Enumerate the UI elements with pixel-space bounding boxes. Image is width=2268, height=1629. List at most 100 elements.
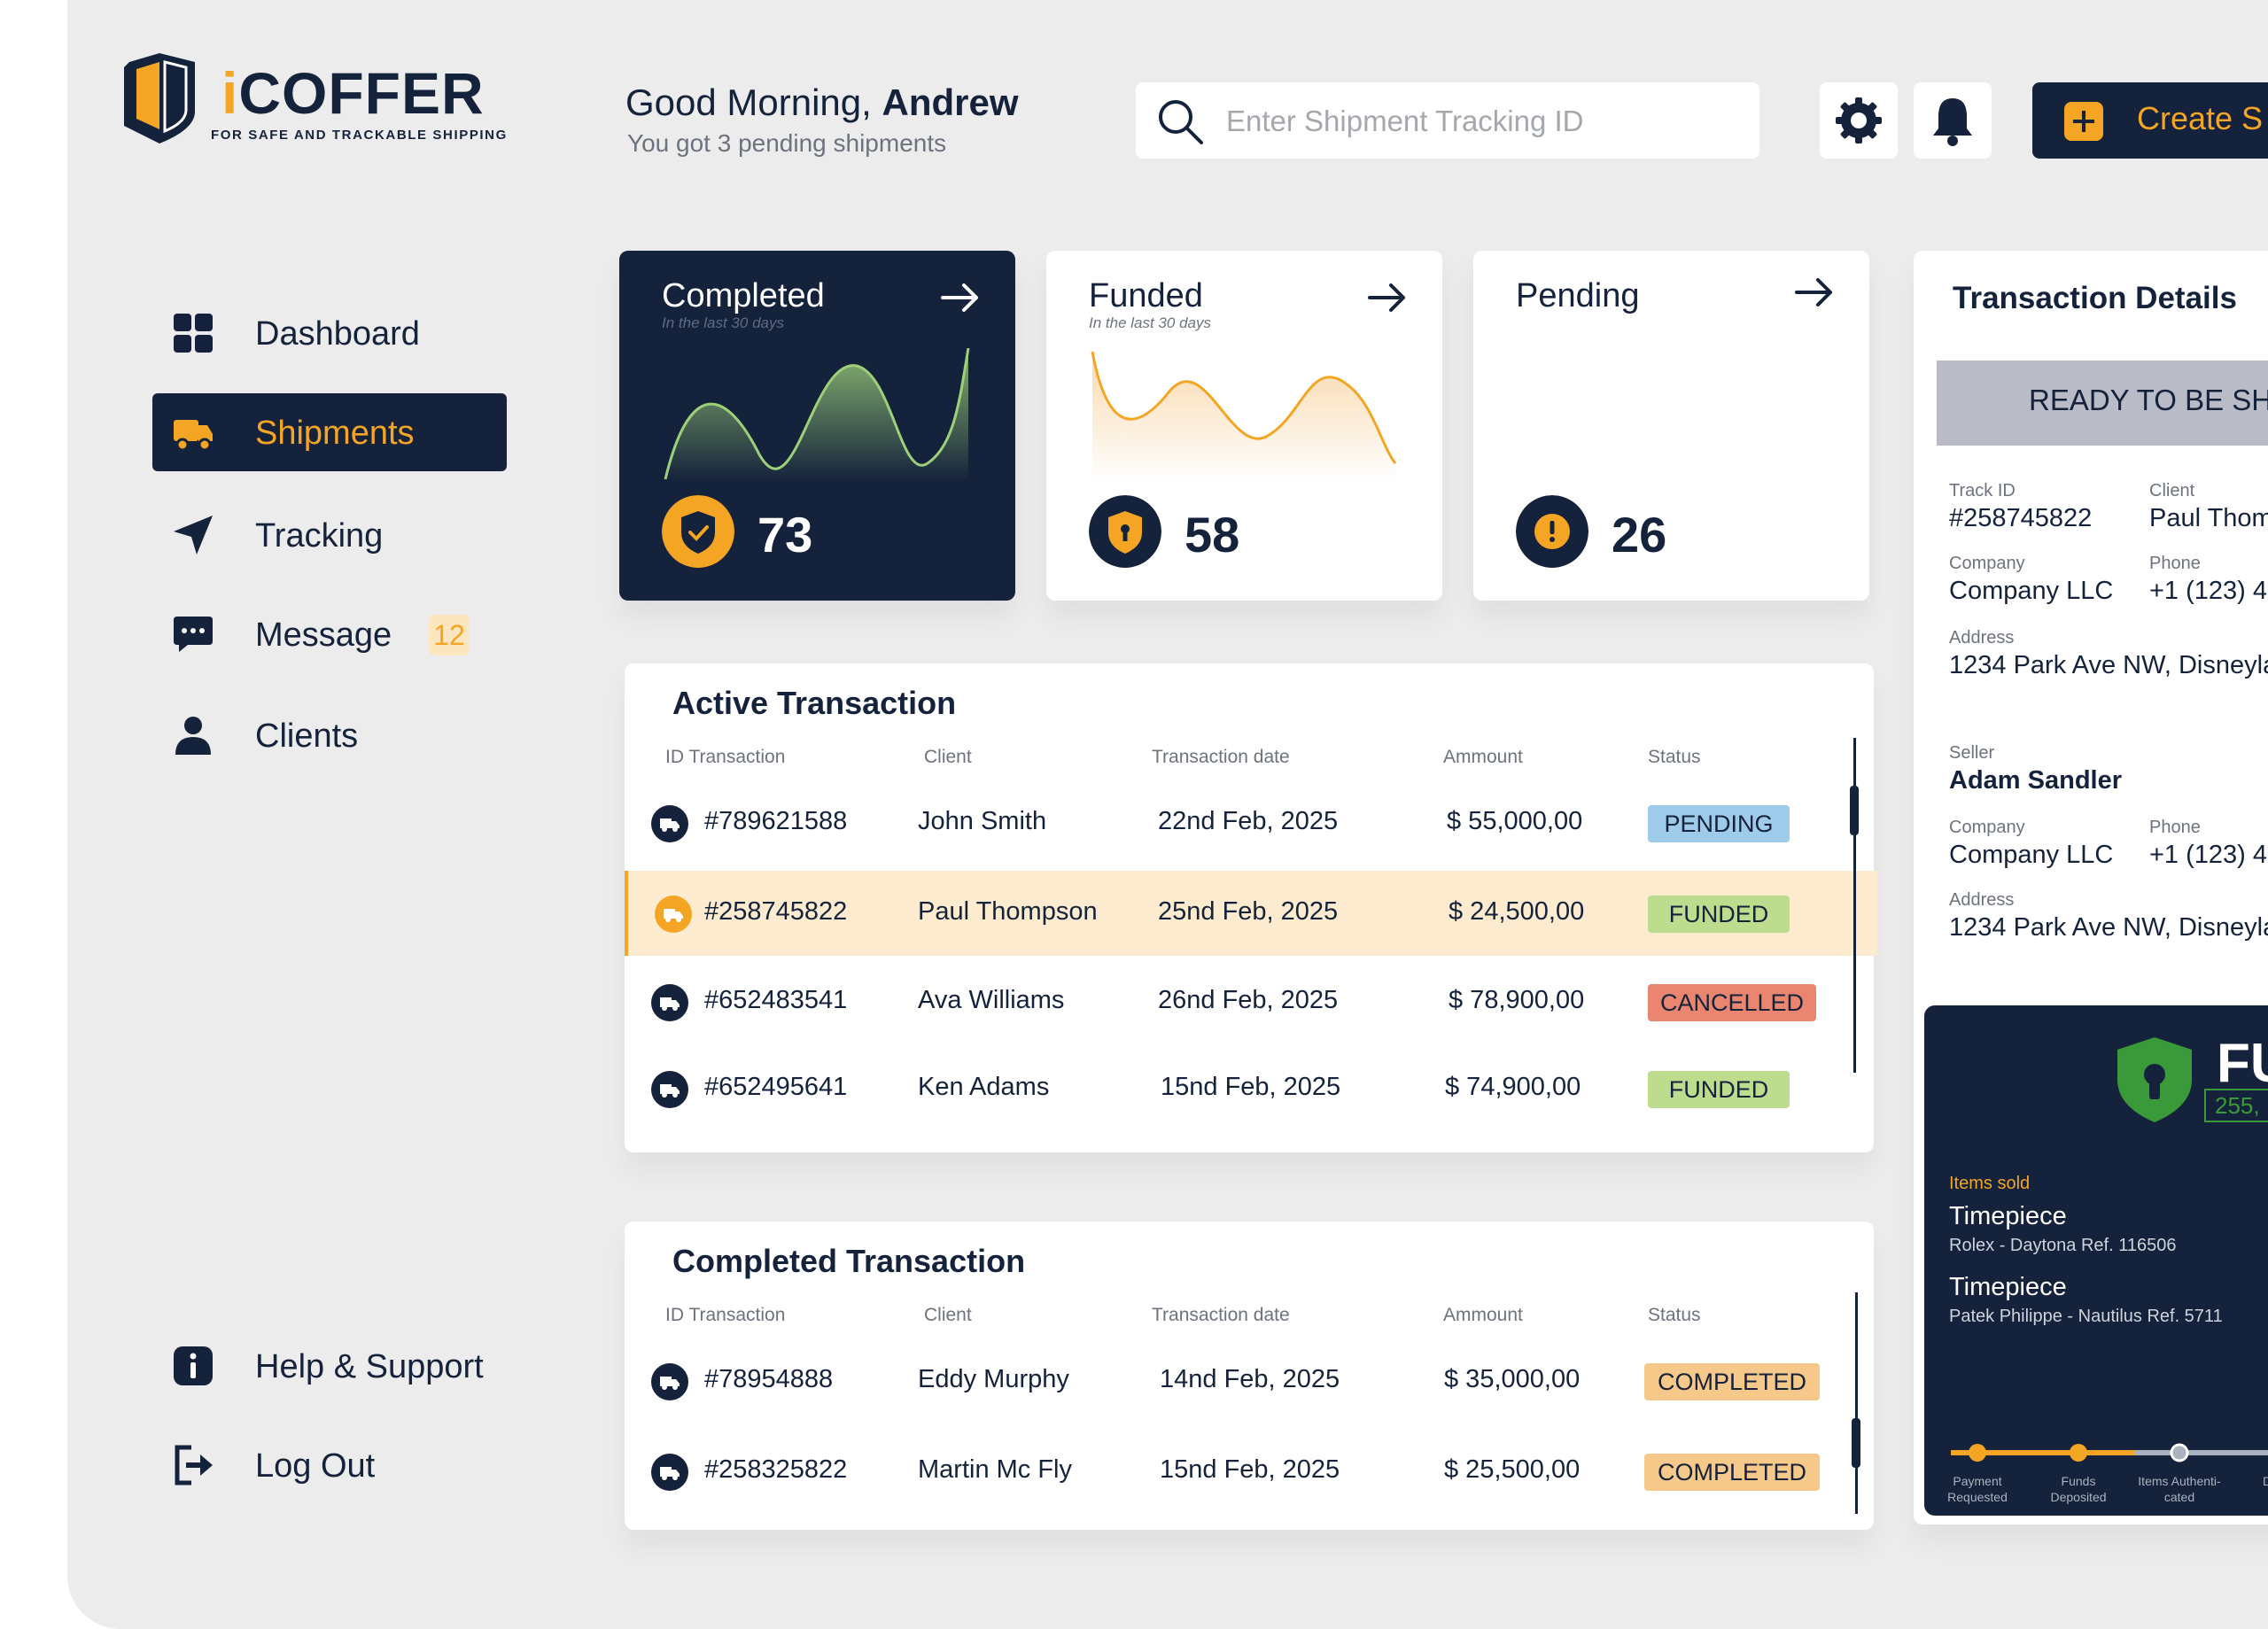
detail-phone: +1 (123) 45: [2149, 577, 2268, 605]
table-row-selected[interactable]: #258745822 Paul Thompson 25nd Feb, 2025 …: [625, 871, 1877, 956]
brand-tagline: FOR SAFE AND TRACKABLE SHIPPING: [211, 128, 508, 143]
sidebar-item-log-out[interactable]: Log Out: [152, 1426, 507, 1504]
cell-date: 25nd Feb, 2025: [1158, 897, 1339, 926]
status-banner: READY TO BE SHIP: [1937, 361, 2268, 446]
funded-summary-card: FU 255, Items sold Timepiece Rolex - Day…: [1924, 1005, 2268, 1516]
cell-client: Eddy Murphy: [918, 1365, 1069, 1393]
column-header: ID Transaction: [665, 1305, 786, 1325]
detail-track-id: #258745822: [1949, 504, 2093, 532]
stat-card-completed[interactable]: Completed In the last 30 days 73: [619, 251, 1015, 601]
active-transaction-panel: Active Transaction ID Transaction Client…: [625, 663, 1877, 1152]
message-count-badge: 12: [429, 615, 470, 655]
sidebar-item-dashboard[interactable]: Dashboard: [152, 294, 507, 372]
step-label: Items Authenti-cated: [2138, 1474, 2221, 1505]
detail-seller: Adam Sandler: [1949, 766, 2122, 795]
cell-client: John Smith: [918, 807, 1047, 835]
greeting-subtitle: You got 3 pending shipments: [627, 129, 947, 157]
greeting-prefix: Good Morning,: [625, 81, 872, 123]
chat-icon: [174, 617, 213, 652]
table-row[interactable]: #652495641 Ken Adams 15nd Feb, 2025 $ 74…: [625, 1046, 1874, 1131]
item-description: Rolex - Daytona Ref. 116506: [1949, 1236, 2177, 1255]
stat-value: 26: [1612, 507, 1667, 562]
create-shipment-button[interactable]: Create S: [2032, 82, 2268, 159]
item-description: Patek Philippe - Nautilus Ref. 5711: [1949, 1307, 2223, 1326]
search-input[interactable]: [1224, 82, 1742, 160]
sidebar-item-tracking[interactable]: Tracking: [152, 496, 507, 574]
cell-amount: $ 78,900,00: [1449, 986, 1585, 1014]
arrow-right-icon: [941, 283, 978, 312]
cell-amount: $ 35,000,00: [1444, 1365, 1581, 1393]
sidebar-item-label: Message: [255, 617, 392, 654]
cell-client: Ken Adams: [918, 1073, 1050, 1101]
stat-card-funded[interactable]: Funded In the last 30 days 58: [1046, 251, 1442, 601]
column-header: Client: [924, 747, 972, 767]
brand-name-rest: COFFER: [238, 60, 485, 126]
transaction-details-panel: Transaction Details READY TO BE SHIP Tra…: [1914, 251, 2268, 1524]
sidebar-item-help-support[interactable]: Help & Support: [152, 1327, 507, 1405]
cell-date: 15nd Feb, 2025: [1160, 1455, 1340, 1484]
arrow-right-icon: [1795, 278, 1832, 306]
column-header: Transaction date: [1152, 747, 1290, 767]
table-row[interactable]: #652483541 Ava Williams 26nd Feb, 2025 $…: [625, 959, 1874, 1044]
sidebar-item-label: Clients: [255, 718, 359, 755]
search-icon: [1159, 100, 1203, 144]
column-header: Status: [1648, 747, 1701, 767]
scrollbar-thumb[interactable]: [1850, 786, 1859, 835]
detail-label: Address: [1949, 628, 2015, 648]
cell-amount: $ 24,500,00: [1449, 897, 1585, 926]
sidebar-item-message[interactable]: Message 12: [152, 595, 507, 673]
status-badge: CANCELLED: [1648, 984, 1816, 1021]
truck-icon: [651, 984, 688, 1021]
status-badge: FUNDED: [1648, 896, 1790, 933]
cell-date: 15nd Feb, 2025: [1161, 1073, 1341, 1101]
cell-client: Martin Mc Fly: [918, 1455, 1072, 1484]
navigation-arrow-icon: [174, 516, 213, 555]
sidebar-item-clients[interactable]: Clients: [152, 696, 507, 774]
cell-client: Paul Thompson: [918, 897, 1098, 926]
brand-name-i: i: [221, 60, 239, 126]
create-shipment-label: Create S: [2137, 100, 2264, 136]
panel-title: Completed Transaction: [672, 1243, 1026, 1279]
cell-date: 14nd Feb, 2025: [1160, 1365, 1340, 1393]
completed-transaction-panel: Completed Transaction ID Transaction Cli…: [625, 1222, 1874, 1530]
cell-date: 22nd Feb, 2025: [1158, 807, 1339, 835]
cell-id: #78954888: [704, 1365, 834, 1393]
sidebar-item-shipments[interactable]: Shipments: [152, 393, 507, 471]
progress-stepper: [1951, 1443, 2268, 1462]
column-header: ID Transaction: [665, 747, 786, 767]
sidebar-item-label: Dashboard: [255, 315, 420, 353]
detail-label: Seller: [1949, 743, 1995, 763]
truck-icon: [651, 1363, 688, 1400]
table-row[interactable]: #258325822 Martin Mc Fly 15nd Feb, 2025 …: [625, 1429, 1874, 1514]
scrollbar-track[interactable]: [1855, 1292, 1858, 1514]
cell-id: #652483541: [704, 986, 848, 1014]
gear-icon: [1836, 97, 1882, 144]
plus-icon: [2064, 102, 2103, 141]
panel-title: Transaction Details: [1953, 281, 2237, 315]
table-row[interactable]: #78954888 Eddy Murphy 14nd Feb, 2025 $ 3…: [625, 1338, 1874, 1423]
stat-title: Pending: [1516, 277, 1640, 314]
stat-subtitle: In the last 30 days: [662, 314, 784, 331]
shield-lock-icon: [1089, 495, 1161, 568]
scrollbar-track[interactable]: [1853, 738, 1856, 1073]
scrollbar-thumb[interactable]: [1852, 1418, 1860, 1468]
detail-label: Company: [1949, 554, 2025, 573]
truck-icon: [651, 805, 688, 842]
cell-id: #652495641: [704, 1073, 848, 1101]
detail-label: Track ID: [1949, 481, 2016, 500]
status-badge: PENDING: [1648, 805, 1790, 842]
truck-icon: [651, 1454, 688, 1491]
panel-title: Active Transaction: [672, 685, 957, 721]
shield-check-icon: [662, 495, 734, 568]
info-icon: [174, 1346, 213, 1385]
cell-id: #258325822: [704, 1455, 848, 1484]
notifications-button[interactable]: [1914, 82, 1992, 159]
completed-trend-sparkline: [664, 348, 970, 481]
table-row[interactable]: #789621588 John Smith 22nd Feb, 2025 $ 5…: [625, 780, 1874, 865]
column-header: Transaction date: [1152, 1305, 1290, 1325]
detail-label: Address: [1949, 890, 2015, 910]
logout-icon: [175, 1445, 213, 1485]
user-icon: [175, 717, 211, 755]
stat-card-pending[interactable]: Pending 26: [1473, 251, 1869, 601]
settings-button[interactable]: [1820, 82, 1898, 159]
